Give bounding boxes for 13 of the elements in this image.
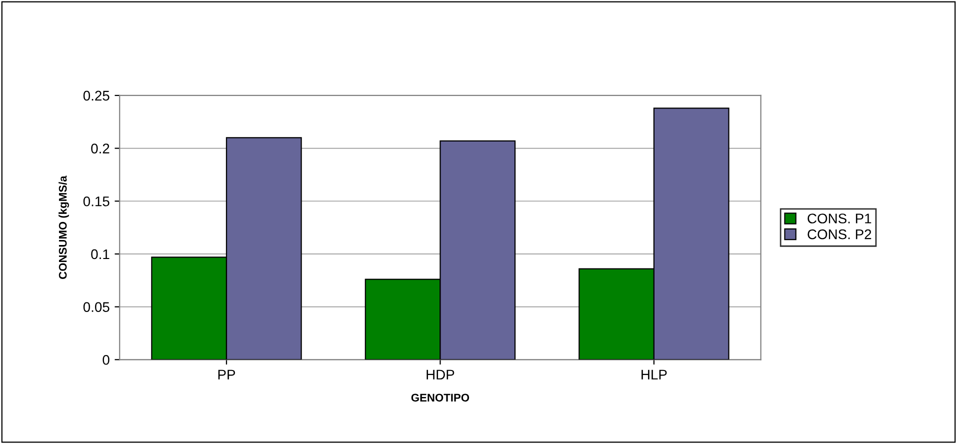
y-tick-label: 0.25 <box>83 90 110 101</box>
y-tick-label: 0 <box>102 354 110 365</box>
legend-label: CONS. P2 <box>808 229 872 240</box>
y-tick-label: 0.1 <box>91 249 110 260</box>
x-tick-label: PP <box>218 370 236 380</box>
y-tick-label: 0.2 <box>91 144 110 154</box>
x-tick-label: HLP <box>642 370 667 380</box>
y-tick-label: 0.15 <box>83 196 110 206</box>
x-axis-title: GENOTIPO <box>411 394 470 402</box>
x-tick-label: HDP <box>426 370 454 380</box>
legend-label: CONS. P1 <box>808 214 872 224</box>
y-tick-label: 0.05 <box>83 302 110 312</box>
y-axis-title: CONSUMO (kgMS/a <box>58 176 69 279</box>
